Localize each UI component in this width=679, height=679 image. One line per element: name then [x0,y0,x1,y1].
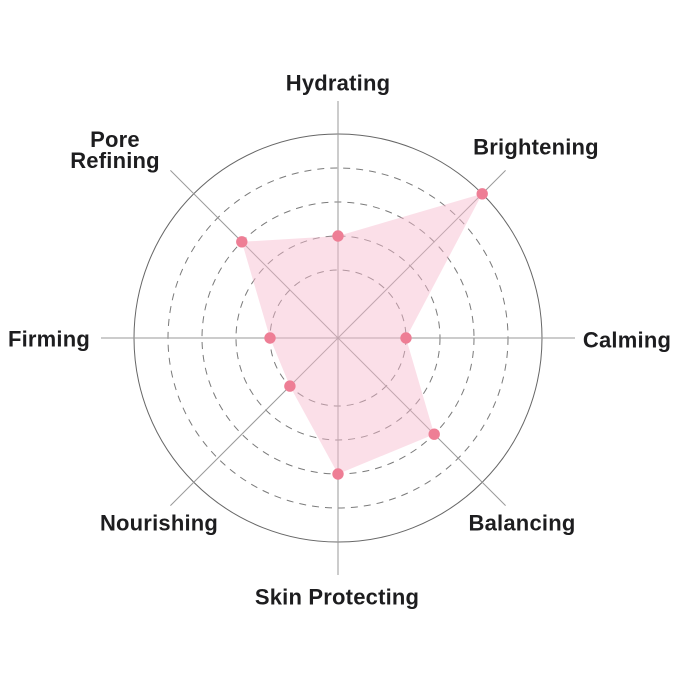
data-point-skin-protecting [332,468,344,480]
data-point-calming [400,332,412,344]
data-point-pore-refining [236,236,248,248]
data-point-firming [264,332,276,344]
axis-line-brightening [337,170,506,339]
data-point-hydrating [332,230,344,242]
axis-line-pore-refining [170,170,339,339]
axis-line-balancing [337,337,506,506]
data-point-brightening [476,188,488,200]
data-point-balancing [428,428,440,440]
axis-line-nourishing [170,337,339,506]
data-polygon [241,193,483,475]
data-point-nourishing [284,380,296,392]
